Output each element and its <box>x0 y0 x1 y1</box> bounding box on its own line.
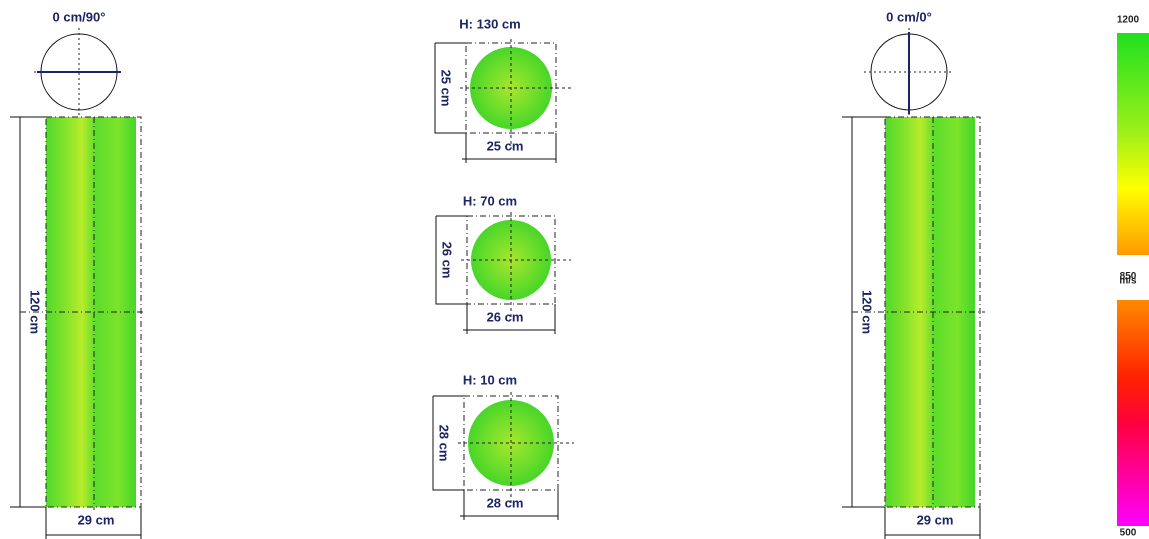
section-height: H: 70 cm <box>463 193 517 208</box>
dimension-line <box>45 507 142 539</box>
view-label: 0 cm/0° <box>886 9 932 24</box>
depth-dimension: 28 cm <box>437 425 452 462</box>
dimension-line <box>434 42 466 134</box>
dimension-line <box>842 116 885 508</box>
height-dimension: 120 cm <box>860 290 875 334</box>
width-dimension: 28 cm <box>487 495 524 510</box>
depth-dimension: 25 cm <box>439 70 454 107</box>
section-height: H: 10 cm <box>463 372 517 387</box>
width-dimension: 26 cm <box>487 309 524 324</box>
dimension-line <box>884 507 981 539</box>
legend-tick-label: 850 <box>1120 271 1137 282</box>
dimension-line <box>462 133 557 163</box>
dimension-line <box>463 304 556 334</box>
height-dimension: 120 cm <box>28 290 43 334</box>
legend-tick-label: 1200 <box>1117 15 1140 26</box>
dimension-line <box>10 116 46 508</box>
dimension-line <box>460 490 559 520</box>
legend-unit: m/s <box>1119 276 1137 287</box>
width-dimension: 25 cm <box>487 138 524 153</box>
dimension-line <box>432 395 464 491</box>
legend-tick-label: 500 <box>1120 528 1137 539</box>
view-label: 0 cm/90° <box>53 9 106 24</box>
legend-bar-high <box>1117 33 1149 255</box>
bounding-box <box>884 116 981 508</box>
width-dimension: 29 cm <box>917 512 954 527</box>
depth-dimension: 26 cm <box>440 242 455 279</box>
section-height: H: 130 cm <box>459 16 520 31</box>
dimension-line <box>435 215 467 305</box>
width-dimension: 29 cm <box>78 512 115 527</box>
legend-bar-low <box>1117 300 1149 526</box>
